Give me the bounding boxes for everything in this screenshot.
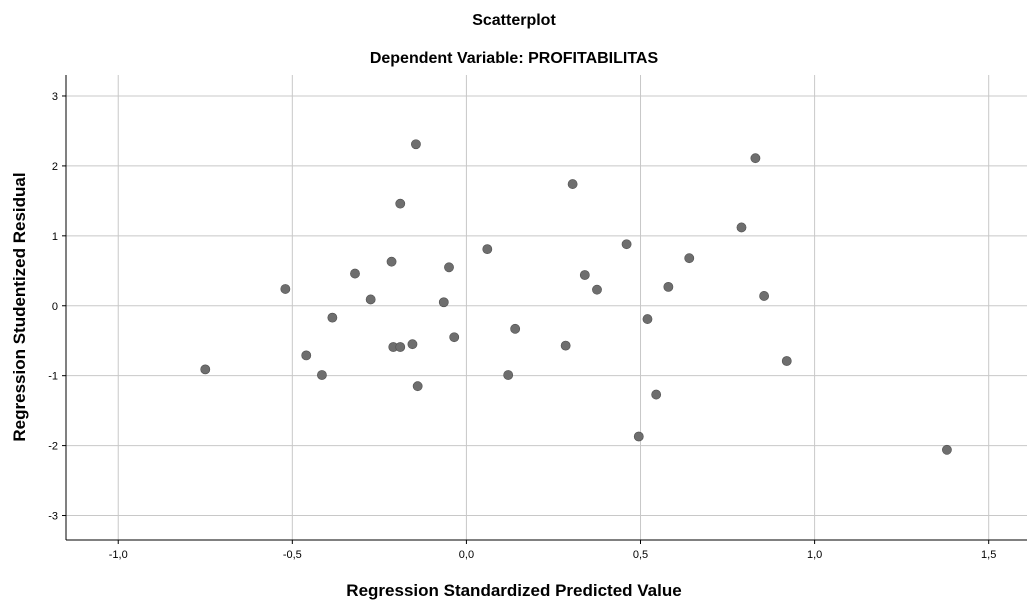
data-point xyxy=(663,281,674,292)
y-tick-label: -2 xyxy=(48,441,58,453)
data-point xyxy=(592,284,602,295)
x-tick-label: -1,0 xyxy=(109,549,128,561)
data-point xyxy=(651,389,662,400)
data-point xyxy=(438,297,449,308)
data-point xyxy=(759,291,770,301)
data-point xyxy=(317,370,327,380)
data-point xyxy=(301,350,312,361)
data-point xyxy=(449,332,460,343)
data-point xyxy=(327,312,338,323)
plot-area xyxy=(66,75,1027,540)
y-axis-label: Regression Studentized Residual xyxy=(10,172,29,442)
data-point xyxy=(386,256,397,267)
data-point xyxy=(736,222,747,233)
chart-subtitle: Dependent Variable: PROFITABILITAS xyxy=(369,50,659,67)
data-point xyxy=(567,179,578,189)
x-tick-label: -0,5 xyxy=(283,549,302,561)
data-point xyxy=(750,153,761,164)
data-point xyxy=(510,323,521,334)
data-point xyxy=(684,253,695,264)
data-point xyxy=(407,339,418,350)
data-point xyxy=(395,342,406,352)
grid-lines xyxy=(66,75,1027,540)
data-point xyxy=(560,340,571,351)
x-tick-label: 1,5 xyxy=(981,549,996,561)
data-point xyxy=(411,139,421,150)
x-tick-label: 1,0 xyxy=(807,549,822,561)
x-axis-label: Regression Standardized Predicted Value xyxy=(346,581,682,600)
data-point xyxy=(365,294,376,305)
x-tick-label: 0,0 xyxy=(459,549,474,561)
data-point xyxy=(482,244,493,255)
x-tick-label: 0,5 xyxy=(633,549,648,561)
data-point xyxy=(200,364,211,375)
tick-labels: -1,0 -0,5 0,0 0,5 1,0 1,5 -3 -2 -1 0 1 2 3 xyxy=(48,91,996,561)
data-point xyxy=(621,239,632,250)
chart-title: Scatterplot xyxy=(472,12,556,29)
data-point xyxy=(280,284,291,294)
axes xyxy=(62,75,1027,544)
data-point xyxy=(503,370,514,380)
data-point xyxy=(395,198,406,209)
y-tick-label: 0 xyxy=(52,301,58,313)
data-point xyxy=(350,268,360,279)
data-point xyxy=(444,262,454,273)
y-tick-label: 1 xyxy=(52,231,58,243)
data-point xyxy=(579,270,590,280)
y-tick-label: 3 xyxy=(52,91,58,103)
y-tick-label: -3 xyxy=(48,511,58,523)
data-point xyxy=(642,314,653,324)
y-tick-label: -1 xyxy=(48,371,58,383)
data-points xyxy=(200,139,952,455)
data-point xyxy=(781,356,792,366)
y-tick-label: 2 xyxy=(52,161,58,173)
data-point xyxy=(942,444,952,455)
data-point xyxy=(633,431,644,442)
data-point xyxy=(412,381,423,392)
